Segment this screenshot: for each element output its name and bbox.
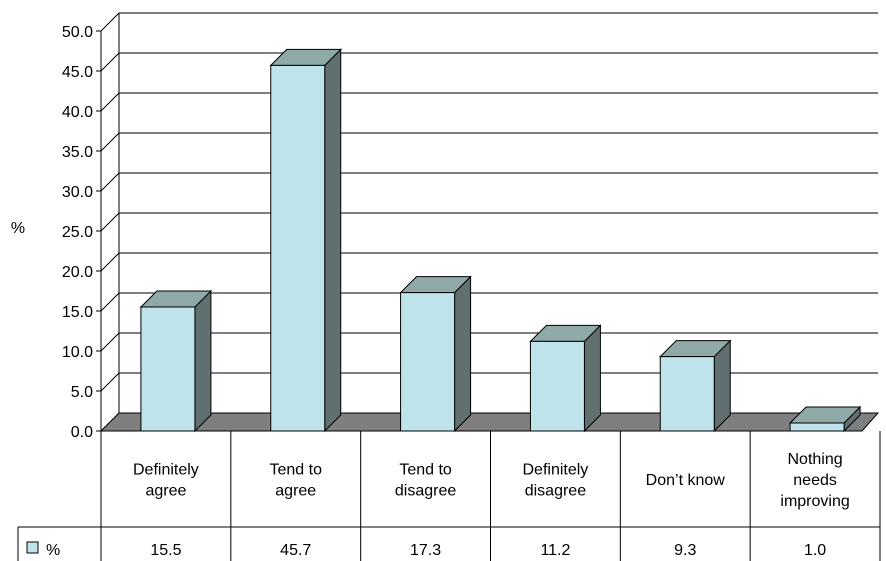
gridline-diagonal [100, 12, 120, 32]
bar [529, 340, 585, 432]
category-label: Don’t know [646, 472, 726, 489]
y-tick-label: 0.0 [71, 424, 93, 441]
y-tick-label: 45.0 [62, 64, 93, 81]
gridline-diagonal [100, 252, 120, 272]
gridline-diagonal [100, 372, 120, 392]
data-value-label: 9.3 [674, 542, 696, 559]
legend-label: % [46, 542, 60, 559]
gridline-diagonal [100, 212, 120, 232]
y-tick-label: 30.0 [62, 184, 93, 201]
bar-side [583, 324, 601, 433]
y-tick-label: 5.0 [71, 384, 93, 401]
y-tick-label: 20.0 [62, 264, 93, 281]
bar [400, 292, 456, 432]
y-tick-label: 25.0 [62, 224, 93, 241]
chart-floor-plane [99, 412, 880, 432]
data-value-label: 17.3 [410, 542, 441, 559]
bar [140, 306, 196, 432]
gridline-diagonal [100, 132, 120, 152]
y-tick-label: 35.0 [62, 144, 93, 161]
y-axis: 0.0 5.0 10.0 15.0 20.0 25.0 30.0 35.0 40.0 45.0 50… [62, 13, 120, 441]
category-label: Definitely disagree [523, 462, 589, 500]
data-value-label: 1.0 [804, 542, 826, 559]
bar-side [324, 48, 342, 433]
bar [270, 64, 326, 432]
y-axis-label: % [11, 220, 25, 237]
category-label: Definitely agree [133, 462, 199, 500]
gridline-diagonal [100, 172, 120, 192]
gridline-diagonal [100, 332, 120, 352]
data-table: Definitely agree 15.5 Tend to agree 45.7 Tend … [17, 431, 881, 561]
gridline-diagonal [100, 52, 120, 72]
y-tick-label: 15.0 [62, 304, 93, 321]
y-tick-label: 10.0 [62, 344, 93, 361]
gridlines [100, 12, 878, 432]
bars [139, 48, 862, 433]
bar-side [194, 289, 212, 433]
bar [659, 356, 715, 432]
gridline-diagonal [100, 92, 120, 112]
legend-swatch [26, 541, 39, 554]
y-tick-label: 40.0 [62, 104, 93, 121]
category-label: Tend to agree [270, 462, 323, 500]
chart-floor [99, 412, 880, 432]
category-label: Nothing needs improving [780, 451, 849, 510]
data-value-label: 45.7 [280, 542, 311, 559]
bar-side [454, 275, 472, 433]
y-tick-label: 50.0 [62, 24, 93, 41]
bar [789, 422, 845, 432]
category-label: Tend to disagree [395, 462, 456, 500]
data-value-label: 11.2 [540, 542, 570, 559]
gridline-diagonal [100, 292, 120, 312]
data-value-label: 15.5 [150, 542, 181, 559]
